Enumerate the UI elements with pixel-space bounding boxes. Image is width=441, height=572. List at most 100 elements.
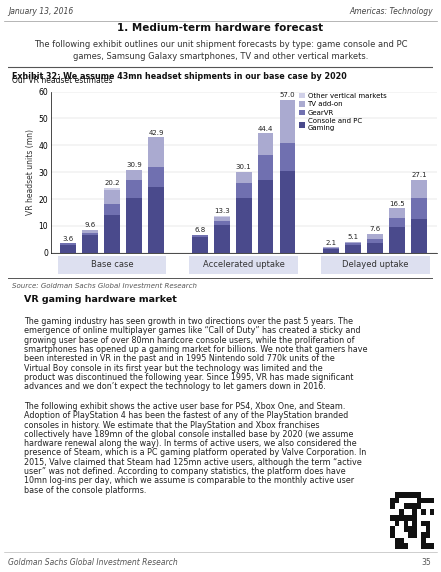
Bar — [126, 180, 142, 198]
Bar — [258, 133, 273, 154]
Bar — [367, 234, 383, 239]
Text: Base case: Base case — [91, 260, 134, 269]
Text: 13.3: 13.3 — [214, 208, 230, 214]
Bar — [148, 137, 164, 167]
Text: hardware renewal along the way). In terms of active users, we also considered th: hardware renewal along the way). In term… — [24, 439, 357, 448]
Bar — [408, 526, 412, 532]
Text: Source: Goldman Sachs Global Investment Research: Source: Goldman Sachs Global Investment … — [12, 283, 197, 289]
Text: 20.2: 20.2 — [105, 180, 120, 186]
Bar — [421, 532, 426, 538]
Bar — [408, 532, 412, 538]
Text: 7.6: 7.6 — [370, 226, 381, 232]
Bar — [404, 521, 408, 526]
Text: 30.1: 30.1 — [236, 164, 251, 170]
Bar — [214, 221, 230, 225]
Bar — [421, 509, 426, 515]
Bar — [389, 227, 405, 253]
Bar — [404, 526, 408, 532]
Bar — [399, 515, 404, 521]
Bar — [104, 188, 120, 190]
Bar — [404, 503, 408, 509]
Bar — [408, 503, 412, 509]
Bar — [148, 187, 164, 253]
Bar — [345, 242, 361, 244]
Bar — [148, 167, 164, 187]
Text: VR gaming hardware market: VR gaming hardware market — [24, 295, 177, 304]
Bar — [214, 217, 230, 221]
Bar — [395, 543, 399, 549]
Bar — [258, 180, 273, 253]
Text: product was discontinued the following year. Since 1995, VR has made significant: product was discontinued the following y… — [24, 373, 354, 382]
Text: Americas: Technology: Americas: Technology — [349, 7, 433, 17]
Bar — [417, 498, 421, 503]
Text: 57.0: 57.0 — [280, 92, 295, 98]
Text: been interested in VR in the past and in 1995 Nintendo sold 770k units of the: been interested in VR in the past and in… — [24, 354, 335, 363]
Text: 35: 35 — [422, 558, 431, 567]
Text: Goldman Sachs Global Investment Research: Goldman Sachs Global Investment Research — [8, 558, 178, 567]
Bar — [323, 249, 339, 253]
Text: January 13, 2016: January 13, 2016 — [8, 7, 73, 17]
Bar — [412, 515, 417, 521]
Text: emergence of online multiplayer games like “Call of Duty” has created a sticky a: emergence of online multiplayer games li… — [24, 327, 361, 335]
Text: smartphones has opened up a gaming market for billions. We note that gamers have: smartphones has opened up a gaming marke… — [24, 345, 368, 354]
Bar — [404, 515, 408, 521]
Text: 30.9: 30.9 — [126, 162, 142, 168]
Text: growing user base of over 80mn hardcore console users, while the proliferation o: growing user base of over 80mn hardcore … — [24, 336, 355, 345]
Bar — [126, 170, 142, 180]
Bar — [345, 244, 361, 245]
Bar — [404, 492, 408, 498]
Text: collectively have 189mn of the global console installed base by 2020 (we assume: collectively have 189mn of the global co… — [24, 430, 354, 439]
Text: 27.1: 27.1 — [411, 172, 427, 178]
Bar — [395, 515, 399, 521]
Bar — [412, 503, 417, 509]
Text: Adoption of PlayStation 4 has been the fastest of any of the PlayStation branded: Adoption of PlayStation 4 has been the f… — [24, 411, 348, 420]
Bar — [395, 538, 399, 543]
Bar — [214, 216, 230, 217]
Text: Virtual Boy console in its first year but the technology was limited and the: Virtual Boy console in its first year bu… — [24, 364, 323, 372]
Bar — [192, 235, 208, 237]
Bar — [60, 244, 76, 245]
Bar — [389, 218, 405, 227]
Bar — [395, 492, 399, 498]
Bar — [82, 233, 98, 235]
Bar — [430, 498, 434, 503]
Bar — [412, 509, 417, 515]
Bar — [399, 492, 404, 498]
Bar — [82, 235, 98, 253]
Bar — [367, 239, 383, 244]
Text: Delayed uptake: Delayed uptake — [342, 260, 408, 269]
Text: Our VR headset estimates: Our VR headset estimates — [12, 77, 113, 85]
Bar — [58, 256, 167, 274]
Bar — [411, 180, 427, 198]
Text: 2015, Valve claimed that Steam had 125mn active users, although the term “active: 2015, Valve claimed that Steam had 125mn… — [24, 458, 362, 467]
Bar — [321, 256, 430, 274]
Bar — [189, 256, 298, 274]
Bar — [390, 526, 395, 532]
Bar — [390, 503, 395, 509]
Text: 6.8: 6.8 — [194, 227, 206, 233]
Text: 10mn log-ins per day, which we assume is comparable to the monthly active user: 10mn log-ins per day, which we assume is… — [24, 476, 355, 485]
Bar — [421, 521, 426, 526]
Text: The following exhibit shows the active user base for PS4, Xbox One, and Steam.: The following exhibit shows the active u… — [24, 402, 346, 411]
Text: consoles in history. We estimate that the PlayStation and Xbox franchises: consoles in history. We estimate that th… — [24, 420, 320, 430]
Bar — [323, 248, 339, 249]
Bar — [411, 219, 427, 253]
Text: 16.5: 16.5 — [389, 201, 405, 207]
Legend: Other vertical markets, TV add-on, GearVR, Console and PC
Gaming: Other vertical markets, TV add-on, GearV… — [296, 90, 389, 134]
Text: 9.6: 9.6 — [85, 222, 96, 228]
Text: Accelerated uptake: Accelerated uptake — [203, 260, 284, 269]
Bar — [280, 100, 295, 142]
Bar — [412, 532, 417, 538]
Bar — [236, 198, 251, 253]
Bar — [399, 543, 404, 549]
Bar — [104, 204, 120, 215]
Bar — [417, 492, 421, 498]
Text: Exhibit 32: We assume 43mn headset shipments in our base case by 2020: Exhibit 32: We assume 43mn headset shipm… — [12, 72, 347, 81]
Bar — [345, 245, 361, 253]
Text: 1. Medium-term hardware forecast: 1. Medium-term hardware forecast — [117, 23, 324, 33]
Text: 3.6: 3.6 — [63, 236, 74, 241]
Bar — [60, 245, 76, 253]
Bar — [412, 526, 417, 532]
Bar — [399, 509, 404, 515]
Bar — [426, 498, 430, 503]
